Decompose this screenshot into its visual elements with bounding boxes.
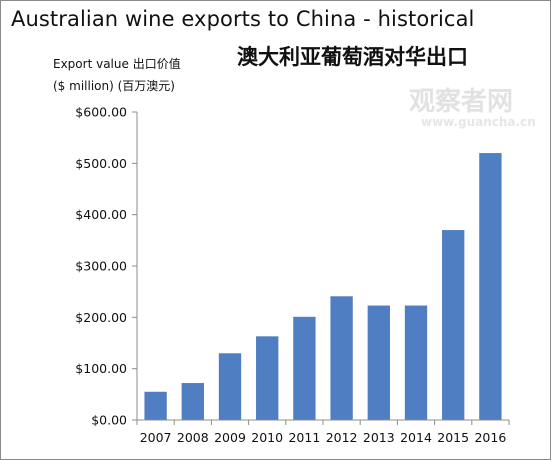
x-tick-label: 2007 [140,430,172,445]
bar-2011 [293,316,316,420]
bar-2013 [367,305,390,420]
bar-2007 [144,391,167,420]
x-tick-label: 2009 [214,430,246,445]
bar-2015 [442,230,465,420]
bars [144,153,502,421]
x-tick-label: 2011 [288,430,320,445]
y-tick-label: $500.00 [75,156,127,171]
watermark-url: www.guancha.cn [421,115,536,129]
y-axis-label-line2: ($ million) (百万澳元) [53,79,175,93]
x-tick-label: 2016 [474,430,506,445]
y-tick-label: $300.00 [75,259,127,274]
bar-2008 [181,383,204,420]
bar-2016 [479,153,502,421]
y-tick-label: $600.00 [75,105,127,120]
x-tick-label: 2012 [326,430,358,445]
bar-2012 [330,296,353,420]
chart-title: Australian wine exports to China - histo… [11,7,475,31]
chart-subtitle: 澳大利亚葡萄酒对华出口 [237,45,468,69]
bar-2010 [256,336,279,420]
y-tick-label: $0.00 [91,413,127,428]
bar-2014 [404,305,428,420]
x-tick-label: 2015 [437,430,469,445]
y-tick-label: $200.00 [75,310,127,325]
x-axis-ticks: 2007 2008 2009 2010 2011 2012 2013 2014 2015 2016 [136,420,510,445]
y-axis-label-line1: Export value 出口价值 [53,57,181,71]
axes [136,112,509,421]
y-axis-ticks: $0.00 $100.00 $200.00 $300.00 $400.00 $500.00… [75,105,137,428]
x-tick-label: 2013 [363,430,395,445]
y-tick-label: $400.00 [75,207,127,222]
x-tick-label: 2008 [177,430,209,445]
x-tick-label: 2010 [251,430,283,445]
watermark-logo: 观察者网 [409,87,514,117]
y-tick-label: $100.00 [75,361,127,376]
x-tick-label: 2014 [400,430,432,445]
bar-2009 [218,353,242,420]
